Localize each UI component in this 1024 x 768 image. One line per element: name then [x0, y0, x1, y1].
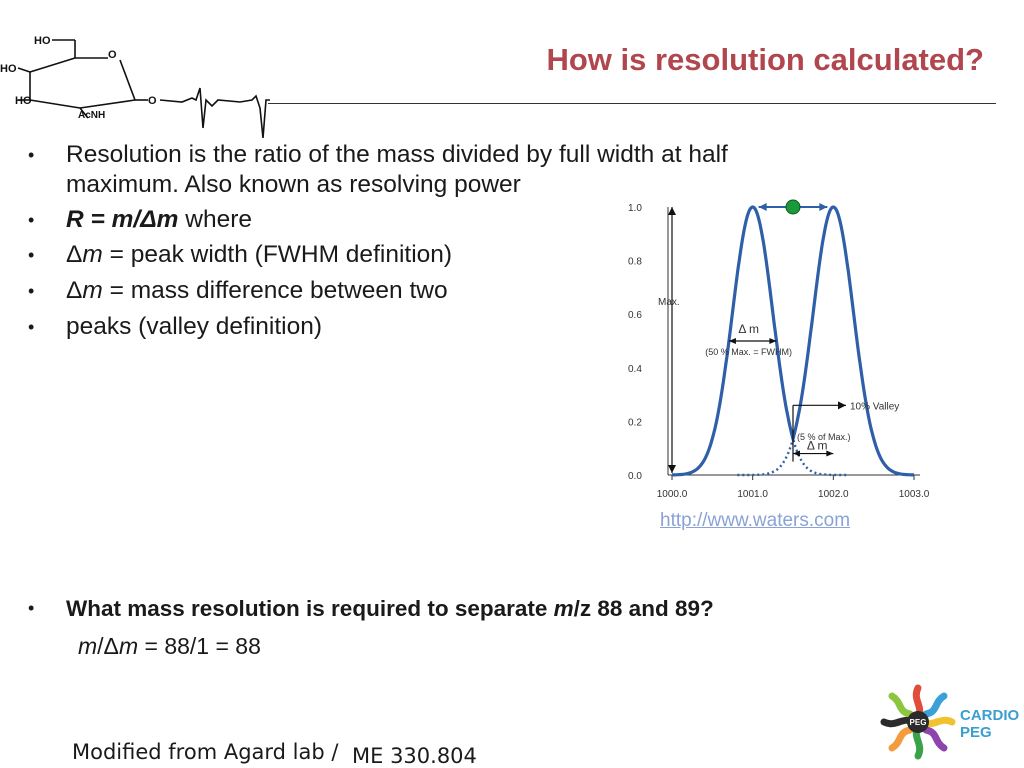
molecule-label-ho-top: HO [34, 35, 51, 47]
answer-result: = 88/1 = 88 [138, 633, 261, 659]
x-tick-label: 1003.0 [899, 489, 930, 500]
valley-delta-head-left [793, 450, 800, 457]
variable-m: m [82, 241, 103, 268]
logo-wordmark: CARDIO PEG [960, 707, 1019, 741]
valley-label: 10% Valley [850, 401, 899, 412]
peak-separation-marker [785, 199, 801, 215]
bullet-text-rest: = mass difference between two [102, 277, 448, 304]
separation-arrow-head-left [758, 203, 767, 211]
fwhm-arrow-head-right [769, 338, 777, 344]
bullet-text-rest: = peak width (FWHM definition) [102, 241, 453, 268]
slide-title: How is resolution calculated? [546, 42, 984, 77]
bullet-text: Δm = mass difference between two [66, 276, 448, 306]
fwhm-arrow-head-left [728, 338, 736, 344]
molecule-label-o-ring: O [108, 49, 117, 61]
answer-formula: m/Δm = 88/1 = 88 [78, 633, 261, 660]
valley-delta-label: Δ m [807, 439, 828, 453]
x-tick-label: 1000.0 [657, 489, 688, 500]
bullet-text: Δm = peak width (FWHM definition) [66, 240, 452, 270]
bullet-text: peaks (valley definition) [66, 313, 323, 340]
y-tick-label: 0.8 [628, 257, 642, 268]
bullet-marker: • [28, 281, 35, 301]
molecule-label-o-link: O [148, 95, 157, 107]
molecule-label-ho-bottom: HO [15, 95, 32, 107]
question-text: What mass resolution is required to sepa… [66, 596, 714, 622]
bullet-marker: • [28, 210, 35, 230]
bullet-text: Resolution is the ratio of the mass divi… [66, 141, 728, 168]
glcnac-molecule-logo: HO HO HO O O AcNH [0, 35, 270, 138]
logo-badge-text: PEG [910, 718, 927, 727]
answer-var-m2: m [118, 633, 139, 659]
footer-course: ME 330.804 [352, 744, 477, 768]
bullet-marker: • [28, 317, 35, 337]
molecule-label-ho-left: HO [0, 63, 17, 75]
separation-arrow-head-right [819, 203, 828, 211]
variable-m: m [82, 277, 103, 304]
y-tick-label: 0.6 [628, 310, 642, 321]
question-var-m: m [553, 596, 574, 621]
valley-arrow-head [838, 401, 846, 410]
source-url[interactable]: http://www.waters.com [660, 510, 851, 531]
x-tick-label: 1002.0 [818, 489, 849, 500]
bullet-text-rest: where [178, 206, 252, 233]
resolution-chart: 0.0 0.2 0.4 0.6 0.8 1.0 1000.0 1001.0 1002.0 100… [610, 195, 930, 505]
formula-resolution: R = m/Δm [66, 206, 179, 233]
bullet-text: maximum. Also known as resolving power [66, 171, 521, 198]
bullet-marker: • [28, 145, 35, 165]
x-tick-label: 1001.0 [737, 489, 768, 500]
delta-symbol: Δ [66, 241, 83, 268]
chart-background [610, 195, 930, 505]
bullet-marker: • [28, 598, 35, 618]
fwhm-delta-label: Δ m [738, 322, 759, 336]
question-text-b: /z 88 and 89? [573, 596, 714, 621]
footer-credit: Modified from Agard lab / [72, 740, 339, 764]
question-text-a: What mass resolution is required to sepa… [66, 596, 554, 621]
logo-line2: PEG [960, 724, 992, 741]
max-arrow-head-bottom [668, 465, 676, 473]
logo-line1: CARDIO [960, 707, 1020, 724]
bullet-marker: • [28, 245, 35, 265]
max-label: Max. [658, 297, 680, 308]
valley-delta-head-right [826, 450, 834, 457]
y-tick-label: 1.0 [628, 203, 642, 214]
cardio-peg-logo-icon: PEG [880, 684, 956, 760]
y-tick-label: 0.2 [628, 417, 642, 428]
title-divider [268, 103, 996, 104]
answer-delta: /Δ [97, 633, 119, 659]
max-arrow-head-top [668, 207, 676, 215]
molecule-label-acnh: AcNH [78, 110, 105, 121]
delta-symbol: Δ [66, 277, 83, 304]
answer-var-m: m [78, 633, 98, 659]
valley-note: (5 % of Max.) [797, 432, 851, 442]
y-tick-label: 0.0 [628, 471, 642, 482]
y-tick-label: 0.4 [628, 364, 642, 375]
peak2-dotted-tail [737, 425, 798, 477]
fwhm-note: (50 % Max. = FWHM) [705, 347, 792, 357]
bullet-text: R = m/Δm where [66, 205, 252, 235]
